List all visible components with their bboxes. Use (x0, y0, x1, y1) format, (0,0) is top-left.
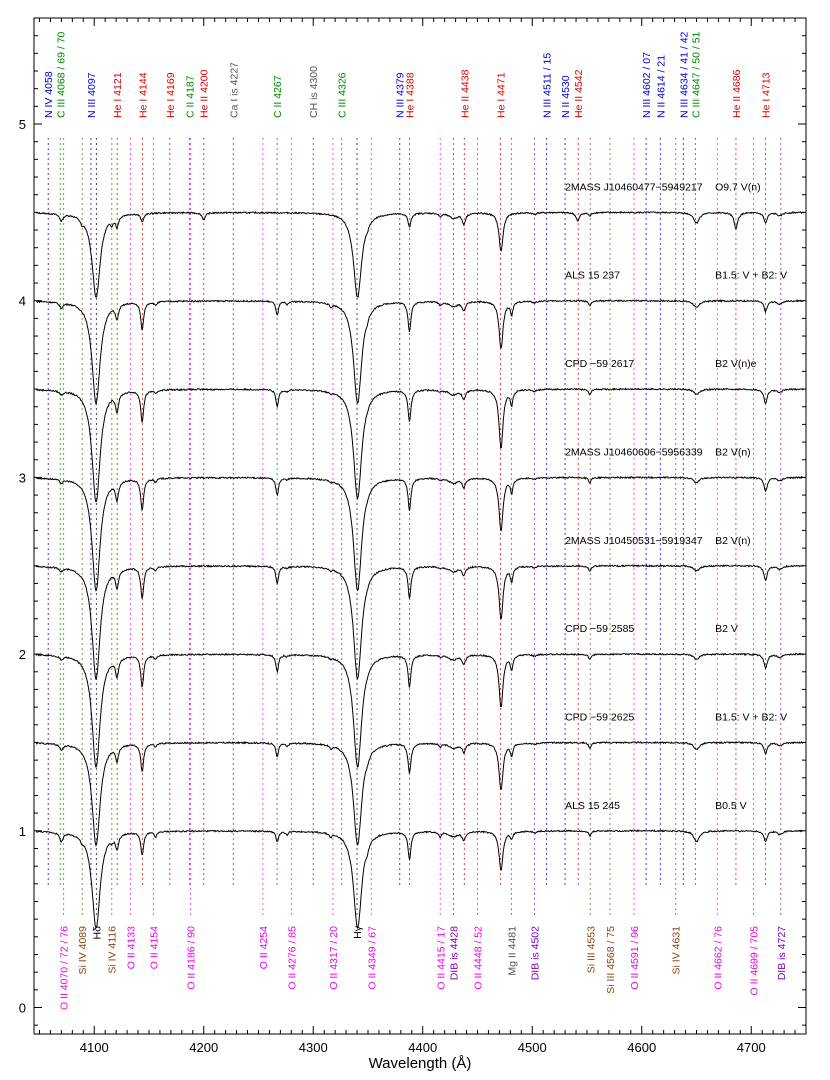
spectral-type: B2 V(n) (715, 446, 751, 458)
top-line-label: He I 4388 (405, 72, 417, 118)
top-line-label: C III 4647 / 50 / 51 (690, 31, 702, 118)
top-line-label: N III 4511 / 15 (541, 53, 553, 118)
top-line-label: He I 4144 (137, 72, 149, 118)
y-tick-label: 4 (19, 294, 26, 309)
bottom-line-label: O II 4070 / 72 / 76 (59, 926, 71, 1010)
star-name: ALS 15 245 (565, 800, 620, 812)
spectrum-line (35, 475, 804, 592)
top-line-label: N II 4614 / 21 (655, 55, 667, 118)
y-tick-label: 2 (19, 647, 26, 662)
spectral-type: B2 V (715, 623, 738, 635)
top-line-label: He II 4542 (573, 69, 585, 118)
spectral-type: B1.5: V + B2: V (715, 270, 787, 282)
star-name: CPD −59 2617 (565, 358, 634, 370)
spectrum-line (35, 387, 805, 503)
top-line-label: N III 4634 / 41 / 42 (678, 31, 690, 118)
bottom-line-label: O II 4154 (148, 926, 160, 969)
y-tick-label: 5 (19, 117, 26, 132)
spectrum-line (36, 299, 804, 406)
star-name: 2MASS J10460477−5949217 (565, 181, 703, 193)
star-labels: 2MASS J10460477−5949217 O9.7 V(n) ALS 15 2… (565, 181, 787, 811)
x-axis: 4100 4200 4300 4400 4500 4600 4700 (38, 18, 807, 1055)
bottom-line-label: O II 4186 / 90 (186, 926, 198, 990)
x-tick-label: 4500 (518, 1040, 547, 1055)
top-line-label: N III 4097 (86, 72, 98, 118)
star-name: 2MASS J10460606−5956339 (565, 446, 703, 458)
y-tick-label: 1 (19, 824, 26, 839)
x-tick-label: 4100 (80, 1040, 109, 1055)
bottom-line-label: O II 4662 / 76 (712, 926, 724, 990)
spectrum-line (36, 211, 804, 298)
bottom-line-label: DIB is 4727 (776, 926, 788, 980)
top-line-label: C II 4187 (184, 75, 196, 118)
spectra-group (35, 211, 805, 930)
bottom-line-label: O II 4254 (258, 926, 270, 969)
spectrum-line (35, 829, 804, 930)
bottom-line-label: O II 4317 / 20 (328, 926, 340, 990)
bottom-line-label: Hδ (91, 926, 103, 940)
bottom-line-label: O II 4699 / 705 (748, 926, 760, 996)
top-line-label: He II 4438 (459, 69, 471, 118)
bottom-line-label: O II 4448 / 52 (472, 926, 484, 990)
spectrum-line (35, 652, 804, 769)
bottom-line-label: O II 4276 / 85 (286, 926, 298, 990)
star-name: CPD −59 2625 (565, 711, 634, 723)
x-tick-label: 4600 (627, 1040, 656, 1055)
bottom-line-label: O II 4415 / 17 (435, 926, 447, 990)
star-name: CPD −59 2585 (565, 623, 634, 635)
top-line-label: CH is 4300 (308, 66, 320, 118)
top-line-label: He I 4121 (112, 72, 124, 118)
plot-frame (33, 17, 807, 1035)
top-line-label: He I 4169 (165, 72, 177, 118)
top-line-label: He I 4471 (495, 72, 507, 118)
y-tick-label: 0 (19, 1000, 26, 1015)
bottom-line-label: Mg II 4481 (506, 926, 518, 976)
x-tick-label: 4400 (408, 1040, 437, 1055)
top-line-label: C III 4068 / 69 / 70 (55, 31, 67, 118)
bottom-line-label: Si III 4553 (585, 926, 597, 973)
x-axis-title: Wavelength (Å) (369, 1055, 472, 1072)
bottom-line-label: O II 4591 / 96 (629, 926, 641, 990)
top-line-label: Ca I is 4227 (228, 62, 240, 118)
top-line-label: C II 4267 (272, 75, 284, 118)
top-line-label: He II 4200 (199, 69, 211, 118)
spectral-type: B2 V(n) (715, 535, 751, 547)
spectrum-line (35, 564, 804, 680)
star-name: 2MASS J10450531−5919347 (565, 535, 703, 547)
x-tick-label: 4700 (737, 1040, 766, 1055)
top-line-label: N IV 4058 (43, 71, 55, 118)
bottom-line-labels: O II 4070 / 72 / 76 Si IV 4089 Hδ Si IV 411… (59, 925, 788, 1010)
top-line-label: He I 4713 (760, 72, 772, 118)
bottom-line-label: Si III 4568 / 75 (605, 926, 617, 994)
spectral-type: B1.5: V + B2: V (715, 711, 787, 723)
spectral-type: B0.5 V (715, 800, 747, 812)
x-tick-label: 4200 (189, 1040, 218, 1055)
top-line-label: C III 4326 (337, 72, 349, 118)
line-markers (47, 138, 782, 916)
bottom-line-label: Si IV 4089 (77, 926, 89, 975)
y-axis: 0 1 2 3 4 5 (19, 35, 806, 1026)
spectral-type: O9.7 V(n) (715, 181, 761, 193)
top-line-label: N III 4379 (395, 72, 407, 118)
top-line-label: He II 4686 (731, 69, 743, 118)
top-line-label: N II 4530 (560, 75, 572, 118)
bottom-line-label: Hγ (352, 925, 364, 939)
bottom-line-label: O II 4133 (125, 926, 137, 969)
top-line-label: N III 4602 / 07 (641, 52, 653, 118)
bottom-line-label: DIB is 4502 (529, 926, 541, 980)
spectrum-line (35, 740, 804, 847)
bottom-line-label: Si IV 4116 (107, 926, 119, 974)
bottom-line-label: DIB is 4428 (448, 926, 460, 980)
x-tick-label: 4300 (299, 1040, 328, 1055)
top-line-labels: N IV 4058 C III 4068 / 69 / 70 N III 4097 H… (43, 31, 772, 118)
y-tick-label: 3 (19, 470, 26, 485)
bottom-line-label: O II 4349 / 67 (366, 926, 378, 990)
spectral-type: B2 V(n)e (715, 358, 757, 370)
star-name: ALS 15 237 (565, 270, 620, 282)
bottom-line-label: Si IV 4631 (671, 926, 683, 975)
